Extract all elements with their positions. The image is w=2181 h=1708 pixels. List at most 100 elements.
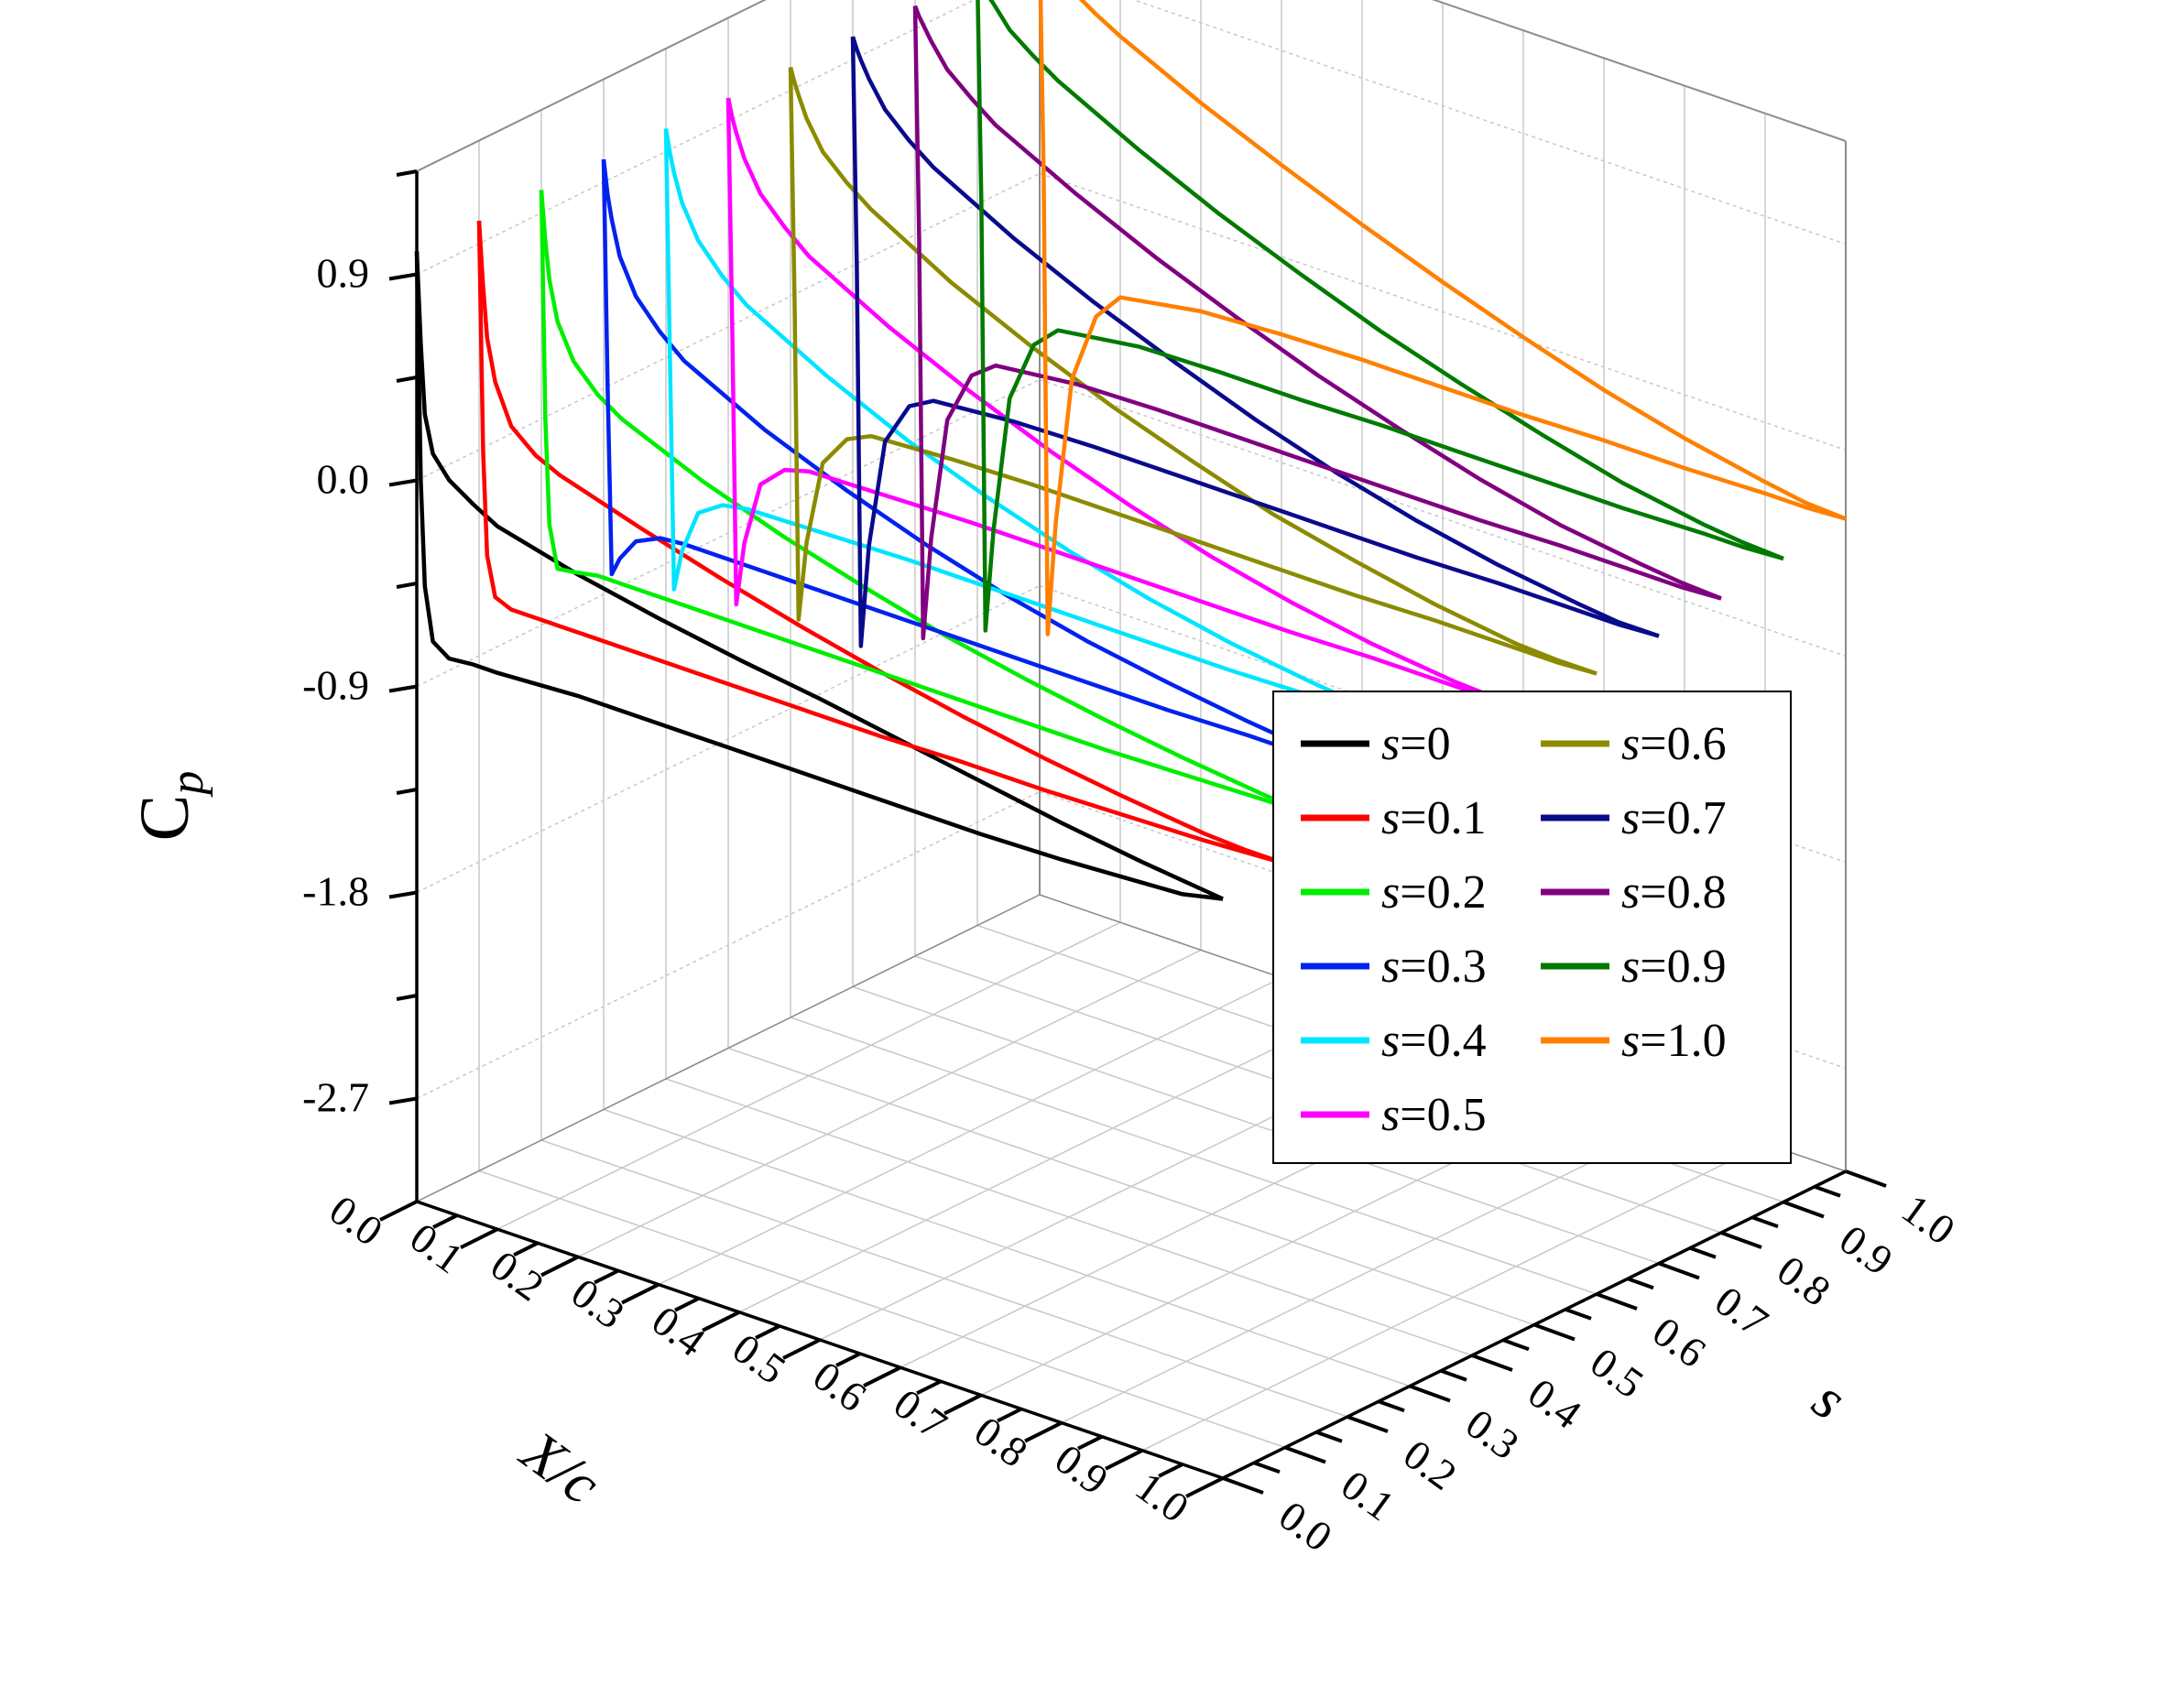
x-tick-label: 0.2 xyxy=(483,1241,552,1310)
legend-label: s=0.4 xyxy=(1381,1015,1487,1067)
series-line-s-1-upper xyxy=(1078,0,1847,521)
s-tick-label: 0.4 xyxy=(1520,1369,1589,1438)
x-minor-tick xyxy=(674,1296,700,1312)
x-tick xyxy=(943,1393,982,1416)
s-minor-tick xyxy=(1689,1246,1717,1259)
legend: s=0 s=0.1 s=0.2 s=0.3 s=0.4 s=0.5 s=0.6 s=0.7 s=… xyxy=(1272,691,1792,1164)
z-minor-tick xyxy=(396,788,418,795)
z-tick-label: -0.9 xyxy=(302,662,369,709)
s-tick-label: 1.0 xyxy=(1893,1185,1963,1254)
x-tick-label: 0.3 xyxy=(563,1269,633,1338)
s-minor-tick xyxy=(1751,1215,1779,1229)
z-minor-tick xyxy=(396,582,418,589)
z-tick xyxy=(388,684,418,693)
x-tick-label: 0.8 xyxy=(966,1408,1036,1476)
s-minor-tick xyxy=(1253,1461,1281,1474)
x-minor-tick xyxy=(755,1324,780,1340)
series-line-s-0-8-lower xyxy=(912,5,1722,641)
x-tick xyxy=(702,1311,740,1333)
floor-grid-line xyxy=(727,1047,1535,1326)
x-minor-tick xyxy=(916,1379,942,1396)
x-tick xyxy=(540,1255,579,1278)
legend-label: s=0.3 xyxy=(1381,941,1487,993)
s-minor-tick xyxy=(1814,1184,1841,1198)
x-axis-title: X/c xyxy=(508,1417,612,1517)
series-line-s-0-6-lower xyxy=(788,67,1598,676)
series-line-s-0-7-upper xyxy=(850,36,1660,638)
x-tick-label: 0.0 xyxy=(322,1186,391,1255)
s-minor-tick xyxy=(1502,1338,1530,1352)
x-tick xyxy=(1105,1449,1143,1471)
x-tick xyxy=(1185,1476,1224,1498)
s-minor-tick xyxy=(1440,1368,1467,1382)
z-tick-label: 0.0 xyxy=(317,456,370,503)
x-tick-label: 0.7 xyxy=(886,1379,955,1448)
s-tick-label: 0.5 xyxy=(1582,1338,1652,1407)
s-tick xyxy=(1596,1292,1638,1311)
s-tick-label: 0.7 xyxy=(1707,1277,1776,1345)
s-minor-tick xyxy=(1565,1307,1592,1321)
side-wall-grid-line xyxy=(1039,172,1847,451)
s-minor-tick xyxy=(1378,1399,1405,1413)
floor-grid-line xyxy=(1141,1143,1766,1452)
s-tick-label: 0.9 xyxy=(1831,1215,1901,1284)
s-axis-title: s xyxy=(1802,1366,1859,1432)
back-wall-grid-line xyxy=(416,378,1041,688)
legend-label: s=0.5 xyxy=(1381,1089,1487,1141)
s-tick xyxy=(1284,1445,1326,1464)
z-tick xyxy=(388,272,418,281)
x-minor-tick xyxy=(432,1213,458,1229)
legend-label: s=0.1 xyxy=(1381,792,1487,844)
series-line-s-0-lower xyxy=(414,251,1224,901)
s-tick-label: 0.6 xyxy=(1644,1308,1714,1376)
series-line-s-0-2-upper xyxy=(539,190,1348,829)
back-wall-grid-line xyxy=(416,172,1041,482)
z-tick xyxy=(388,890,418,899)
s-tick xyxy=(1845,1169,1887,1188)
x-tick xyxy=(1024,1420,1063,1443)
legend-label: s=0.6 xyxy=(1621,718,1727,770)
series-line-s-0-1-lower xyxy=(476,220,1286,866)
series-line-s-0-2-lower xyxy=(539,190,1348,829)
s-tick-label: 0.3 xyxy=(1457,1399,1527,1468)
z-minor-tick xyxy=(396,375,418,383)
s-tick xyxy=(1783,1200,1825,1219)
side-wall-grid-line xyxy=(1039,378,1847,658)
z-minor-tick xyxy=(396,994,418,1001)
z-tick-label: -1.8 xyxy=(302,868,369,915)
x-tick-label: 1.0 xyxy=(1128,1463,1197,1531)
x-tick xyxy=(460,1227,498,1249)
frame-edge xyxy=(416,0,767,172)
x-minor-tick xyxy=(594,1268,619,1285)
z-tick-label: 0.9 xyxy=(317,250,370,297)
axis-ticks xyxy=(379,169,1887,1498)
s-tick-label: 0.8 xyxy=(1769,1246,1838,1315)
series-line-s-0-6-upper xyxy=(788,66,1598,676)
x-tick xyxy=(782,1338,821,1360)
back-wall-grid-line xyxy=(416,790,1041,1100)
z-tick-label: -2.7 xyxy=(302,1074,369,1121)
legend-box xyxy=(1272,691,1792,1164)
x-tick-label: 0.4 xyxy=(644,1297,714,1365)
legend-label: s=1.0 xyxy=(1621,1015,1727,1067)
series-line-s-0-5-lower xyxy=(725,97,1535,713)
s-tick xyxy=(1347,1415,1389,1433)
x-minor-tick xyxy=(1077,1434,1103,1451)
z-axis-title-sub: p xyxy=(161,771,213,799)
series-line-s-0-upper xyxy=(414,251,1224,901)
x-tick-label: 0.9 xyxy=(1047,1435,1117,1504)
series-line-s-0-8-upper xyxy=(912,5,1722,601)
s-tick xyxy=(1720,1231,1762,1249)
x-tick xyxy=(379,1200,418,1222)
legend-label: s=0.9 xyxy=(1621,941,1727,993)
s-tick xyxy=(1471,1354,1513,1372)
frame-edge xyxy=(1432,0,1847,142)
legend-label: s=0.7 xyxy=(1621,792,1727,844)
back-wall-grid-line xyxy=(416,584,1041,894)
s-tick-label: 0.2 xyxy=(1395,1431,1465,1499)
x-minor-tick xyxy=(997,1407,1022,1423)
s-minor-tick xyxy=(1315,1430,1343,1443)
series-line-s-0-5-upper xyxy=(725,97,1535,713)
series-line-s-0-9-upper xyxy=(988,0,1784,561)
